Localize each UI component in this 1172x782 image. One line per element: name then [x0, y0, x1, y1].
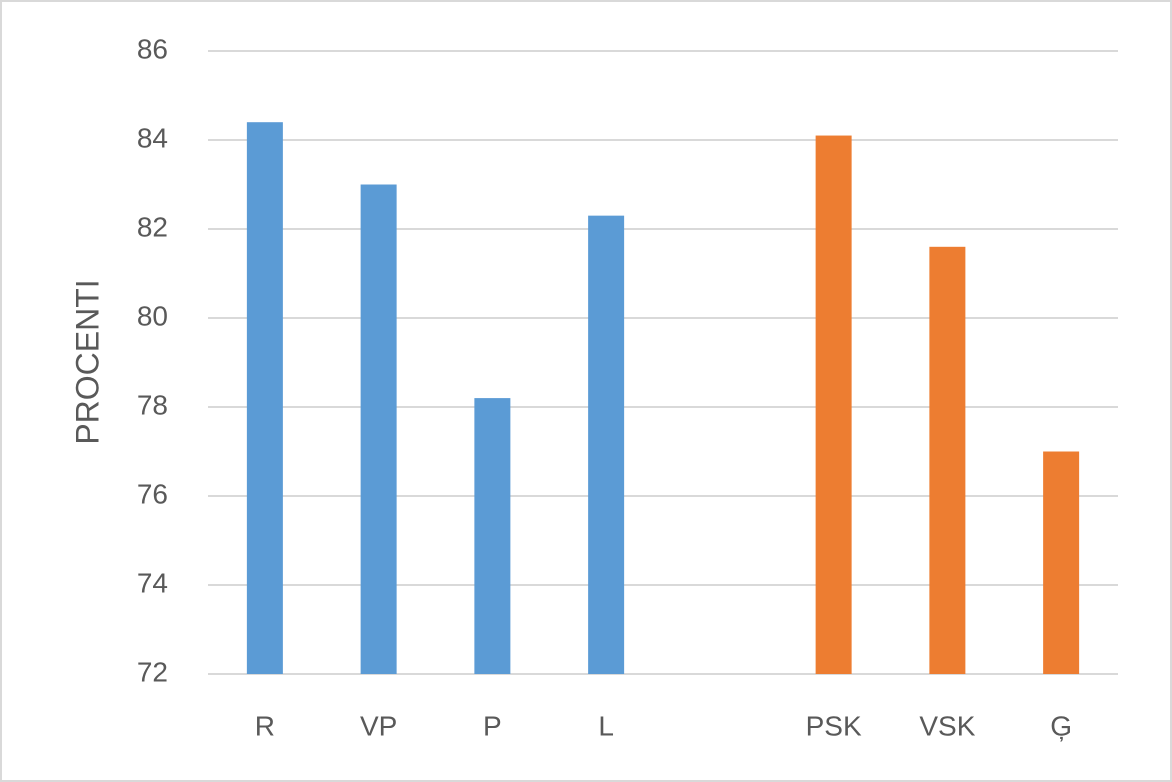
x-tick-label: PSK [806, 710, 862, 741]
y-tick-label: 78 [137, 389, 168, 420]
y-tick-label: 86 [137, 33, 168, 64]
bar [929, 246, 966, 675]
x-tick-label: L [598, 710, 614, 741]
x-tick-label: Ģ [1050, 710, 1072, 741]
x-tick-label: VSK [919, 710, 975, 741]
x-tick-label: R [255, 710, 275, 741]
y-tick-label: 74 [137, 567, 168, 598]
y-tick-label: 80 [137, 300, 168, 331]
y-axis-label: PROCENTI [69, 279, 105, 444]
y-tick-label: 72 [137, 656, 168, 687]
bar [1043, 451, 1080, 674]
bar [588, 215, 625, 674]
x-tick-label: P [483, 710, 502, 741]
bar [474, 398, 511, 674]
bar [246, 122, 283, 674]
x-tick-label: VP [360, 710, 397, 741]
y-tick-label: 76 [137, 478, 168, 509]
y-tick-label: 82 [137, 211, 168, 242]
y-tick-label: 84 [137, 122, 168, 153]
bar [360, 184, 397, 674]
bar [815, 135, 852, 675]
